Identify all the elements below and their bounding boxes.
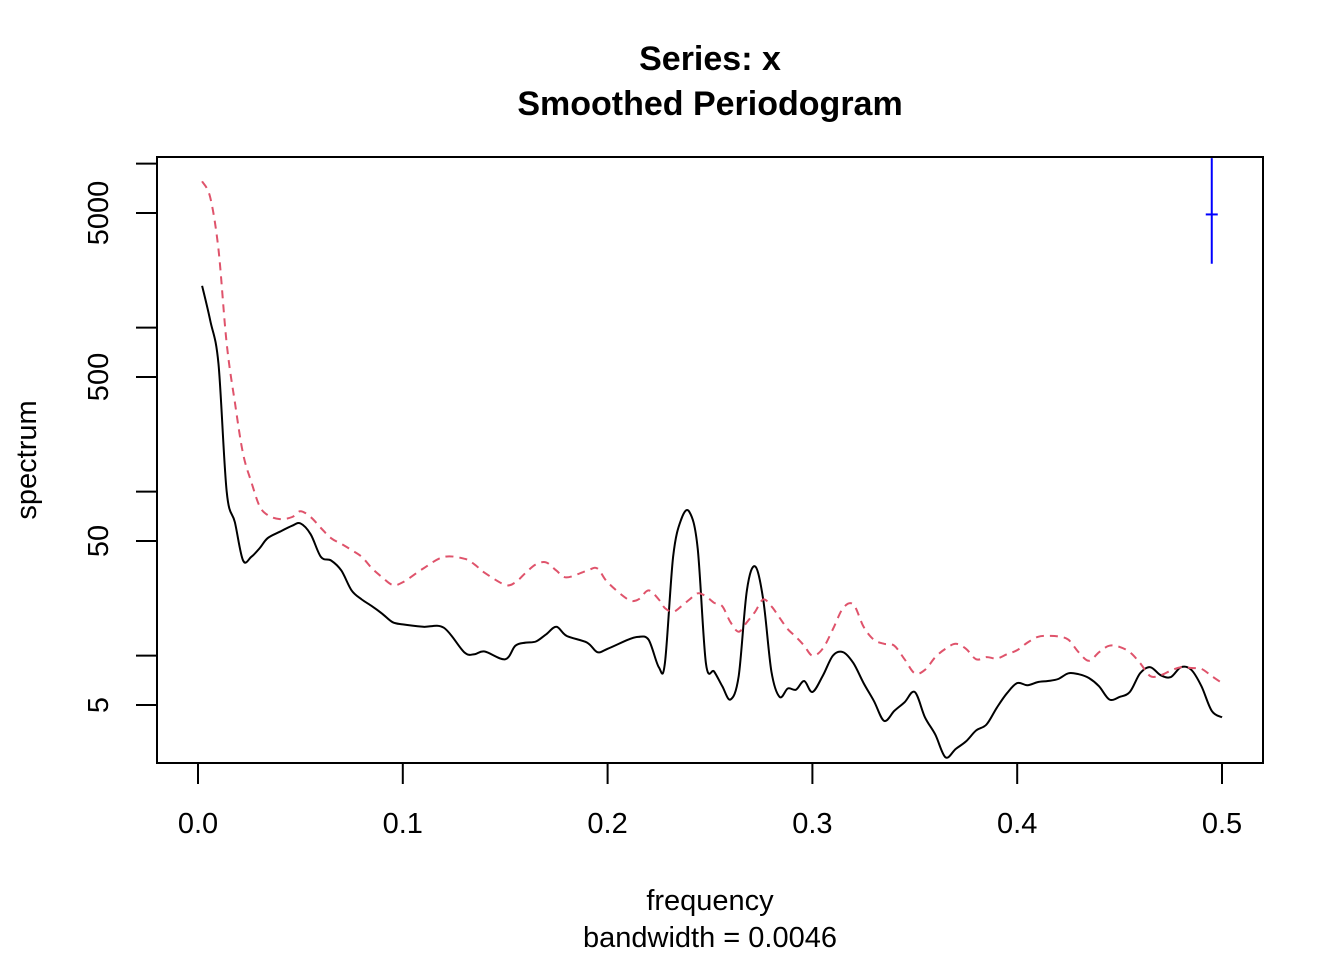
x-tick-label: 0.0 bbox=[178, 808, 218, 840]
x-tick-label: 0.4 bbox=[997, 808, 1037, 840]
x-axis: 0.0 0.1 0.2 0.3 0.4 0.5 bbox=[178, 762, 1242, 840]
y-axis-label: spectrum bbox=[11, 400, 43, 519]
plot-frame bbox=[156, 156, 1264, 764]
y-tick-label: 5000 bbox=[83, 181, 115, 246]
y-tick-label: 50 bbox=[83, 525, 115, 557]
confidence-interval-bar bbox=[1205, 158, 1218, 264]
series-layer bbox=[201, 180, 1223, 759]
chart-subtitle: Smoothed Periodogram bbox=[517, 85, 902, 123]
x-tick-label: 0.3 bbox=[792, 808, 832, 840]
y-tick-label: 5 bbox=[83, 697, 115, 713]
series-line-dashed bbox=[201, 180, 1223, 684]
x-axis-label: frequency bbox=[646, 885, 774, 917]
x-tick-label: 0.1 bbox=[383, 808, 423, 840]
x-tick-label: 0.5 bbox=[1202, 808, 1242, 840]
chart-title: Series: x bbox=[639, 40, 781, 78]
y-tick-label: 500 bbox=[83, 353, 115, 401]
x-tick-label: 0.2 bbox=[587, 808, 627, 840]
x-axis-sublabel: bandwidth = 0.0046 bbox=[583, 922, 837, 954]
y-axis: 5 50 500 5000 bbox=[83, 162, 158, 713]
series-line-solid bbox=[201, 285, 1223, 759]
